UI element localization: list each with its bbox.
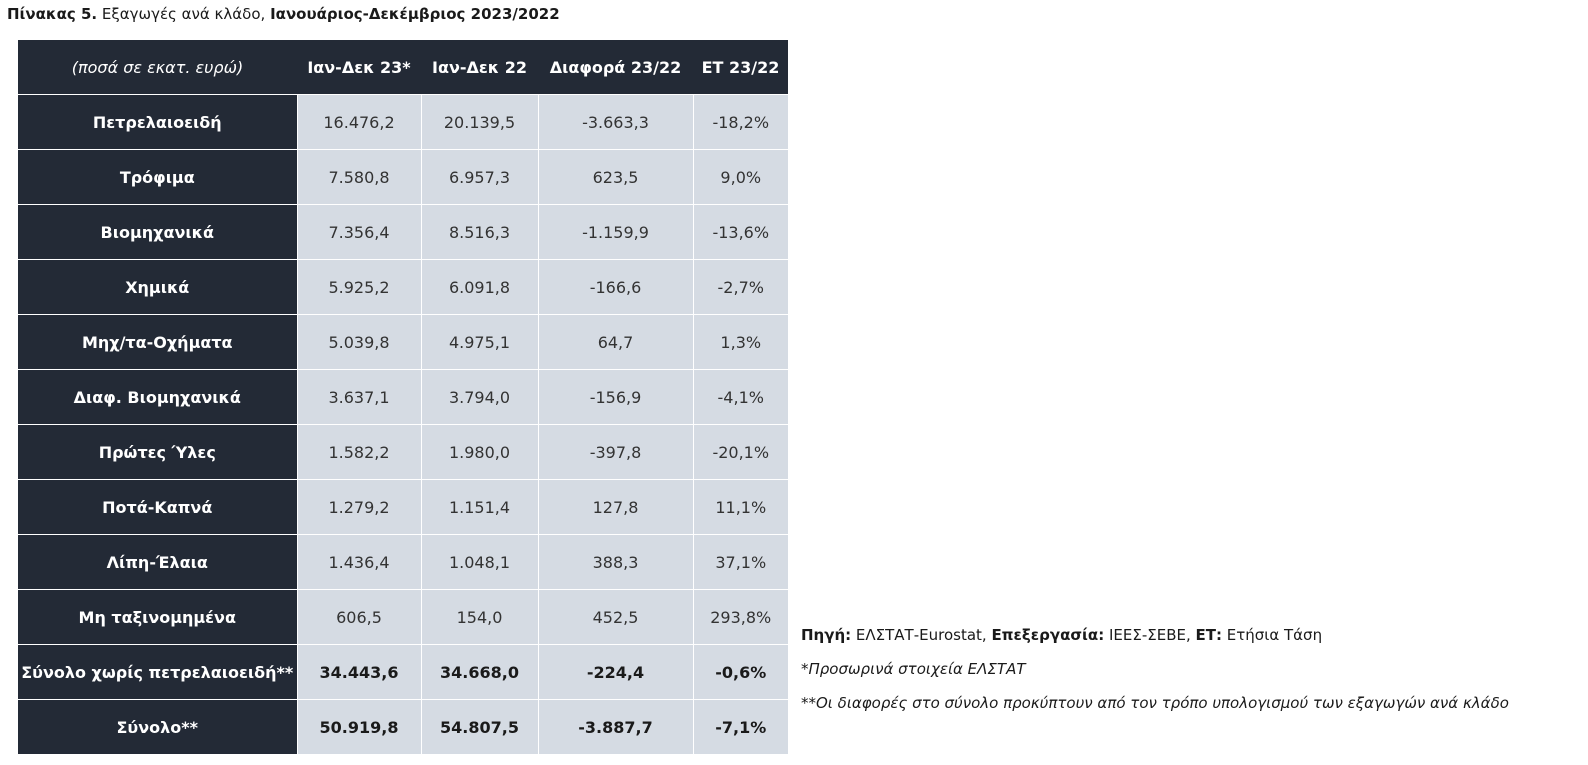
- table-cell: 54.807,5: [421, 699, 539, 755]
- column-header-difference: Διαφορά 23/22: [538, 40, 693, 95]
- table-row: Χημικά 5.925,2 6.091,8 -166,6 -2,7%: [18, 259, 788, 315]
- source-value: ΕΛΣΤΑΤ-Eurostat,: [851, 626, 992, 644]
- source-label: Πηγή:: [801, 626, 852, 644]
- table-cell: 1.980,0: [421, 424, 539, 480]
- table-cell: 606,5: [297, 589, 422, 645]
- row-label: Πρώτες Ύλες: [18, 424, 298, 480]
- table-header-row: (ποσά σε εκατ. ευρώ) Ιαν-Δεκ 23* Ιαν-Δεκ…: [18, 40, 788, 95]
- row-label: Σύνολο**: [18, 699, 298, 755]
- table-cell: -13,6%: [693, 204, 788, 260]
- table-row: Πρώτες Ύλες 1.582,2 1.980,0 -397,8 -20,1%: [18, 424, 788, 480]
- table-cell: -18,2%: [693, 94, 788, 150]
- table-row: Σύνολο** 50.919,8 54.807,5 -3.887,7 -7,1%: [18, 699, 788, 755]
- table-cell: 6.091,8: [421, 259, 539, 315]
- table-cell: 1,3%: [693, 314, 788, 370]
- table-row: Ποτά-Καπνά 1.279,2 1.151,4 127,8 11,1%: [18, 479, 788, 535]
- table-notes: Πηγή: ΕΛΣΤΑΤ-Eurostat, Επεξεργασία: ΙΕΕΣ…: [801, 625, 1509, 727]
- table-row: Βιομηχανικά 7.356,4 8.516,3 -1.159,9 -13,6%: [18, 204, 788, 260]
- row-label: Τρόφιμα: [18, 149, 298, 205]
- table-cell: 1.582,2: [297, 424, 422, 480]
- table-cell: 7.580,8: [297, 149, 422, 205]
- processing-label: Επεξεργασία:: [991, 626, 1105, 644]
- table-cell: 11,1%: [693, 479, 788, 535]
- table-cell: 3.637,1: [297, 369, 422, 425]
- row-label: Χημικά: [18, 259, 298, 315]
- row-label: Μηχ/τα-Οχήματα: [18, 314, 298, 370]
- table-cell: 154,0: [421, 589, 539, 645]
- table-row: Μη ταξινομημένα 606,5 154,0 452,5 293,8%: [18, 589, 788, 645]
- row-label: Διαφ. Βιομηχανικά: [18, 369, 298, 425]
- table-cell: -224,4: [538, 644, 694, 700]
- table-cell: 452,5: [538, 589, 694, 645]
- table-cell: -3.887,7: [538, 699, 694, 755]
- table-cell: 127,8: [538, 479, 694, 535]
- exports-table: (ποσά σε εκατ. ευρώ) Ιαν-Δεκ 23* Ιαν-Δεκ…: [18, 40, 788, 755]
- table-cell: -4,1%: [693, 369, 788, 425]
- row-label: Λίπη-Έλαια: [18, 534, 298, 590]
- row-label: Μη ταξινομημένα: [18, 589, 298, 645]
- table-cell: 37,1%: [693, 534, 788, 590]
- column-header-jan-dec-23: Ιαν-Δεκ 23*: [297, 40, 421, 95]
- row-label: Βιομηχανικά: [18, 204, 298, 260]
- table-row: Λίπη-Έλαια 1.436,4 1.048,1 388,3 37,1%: [18, 534, 788, 590]
- table-cell: 34.668,0: [421, 644, 539, 700]
- table-cell: 4.975,1: [421, 314, 539, 370]
- table-cell: -2,7%: [693, 259, 788, 315]
- table-cell: -7,1%: [693, 699, 788, 755]
- table-cell: -156,9: [538, 369, 694, 425]
- table-cell: 1.436,4: [297, 534, 422, 590]
- table-cell: -166,6: [538, 259, 694, 315]
- table-cell: 1.279,2: [297, 479, 422, 535]
- table-row: Πετρελαιοειδή 16.476,2 20.139,5 -3.663,3 -18…: [18, 94, 788, 150]
- caption-label: Πίνακας 5.: [7, 5, 98, 23]
- table-cell: 5.925,2: [297, 259, 422, 315]
- table-cell: 3.794,0: [421, 369, 539, 425]
- table-body: Πετρελαιοειδή 16.476,2 20.139,5 -3.663,3 -18…: [18, 94, 788, 755]
- table-cell: 6.957,3: [421, 149, 539, 205]
- table-row: Μηχ/τα-Οχήματα 5.039,8 4.975,1 64,7 1,3%: [18, 314, 788, 370]
- column-header-jan-dec-22: Ιαν-Δεκ 22: [421, 40, 538, 95]
- table-cell: 1.048,1: [421, 534, 539, 590]
- table-cell: -1.159,9: [538, 204, 694, 260]
- provisional-note: *Προσωρινά στοιχεία ΕΛΣΤΑΤ: [801, 660, 1026, 678]
- et-value: Ετήσια Τάση: [1221, 626, 1323, 644]
- table-cell: 9,0%: [693, 149, 788, 205]
- row-label: Ποτά-Καπνά: [18, 479, 298, 535]
- table-cell: 5.039,8: [297, 314, 422, 370]
- table-cell: 7.356,4: [297, 204, 422, 260]
- table-row: Διαφ. Βιομηχανικά 3.637,1 3.794,0 -156,9 -4,…: [18, 369, 788, 425]
- processing-value: ΙΕΕΣ-ΣΕΒΕ,: [1104, 626, 1196, 644]
- table-caption: Πίνακας 5. Εξαγωγές ανά κλάδο, Ιανουάριο…: [7, 4, 560, 24]
- table-cell: 388,3: [538, 534, 694, 590]
- table-cell: -397,8: [538, 424, 694, 480]
- table-cell: 50.919,8: [297, 699, 422, 755]
- row-label: Σύνολο χωρίς πετρελαιοειδή**: [18, 644, 298, 700]
- table-cell: 34.443,6: [297, 644, 422, 700]
- table-cell: 20.139,5: [421, 94, 539, 150]
- caption-text: Εξαγωγές ανά κλάδο,: [97, 5, 271, 23]
- table-row: Τρόφιμα 7.580,8 6.957,3 623,5 9,0%: [18, 149, 788, 205]
- table-cell: 16.476,2: [297, 94, 422, 150]
- caption-period: Ιανουάριος-Δεκέμβριος 2023/2022: [270, 5, 560, 23]
- row-label: Πετρελαιοειδή: [18, 94, 298, 150]
- table-cell: 293,8%: [693, 589, 788, 645]
- source-note: Πηγή: ΕΛΣΤΑΤ-Eurostat, Επεξεργασία: ΙΕΕΣ…: [801, 625, 1509, 645]
- table-cell: 1.151,4: [421, 479, 539, 535]
- table-cell: 64,7: [538, 314, 694, 370]
- table-cell: -3.663,3: [538, 94, 694, 150]
- table-cell: 623,5: [538, 149, 694, 205]
- et-label: ΕΤ:: [1195, 626, 1222, 644]
- table-cell: -20,1%: [693, 424, 788, 480]
- table-cell: -0,6%: [693, 644, 788, 700]
- table-row: Σύνολο χωρίς πετρελαιοειδή** 34.443,6 34.6…: [18, 644, 788, 700]
- column-header-annual-trend: ΕΤ 23/22: [693, 40, 788, 95]
- differences-note: **Οι διαφορές στο σύνολο προκύπτουν από …: [801, 694, 1509, 712]
- table-cell: 8.516,3: [421, 204, 539, 260]
- column-header-units: (ποσά σε εκατ. ευρώ): [18, 40, 297, 95]
